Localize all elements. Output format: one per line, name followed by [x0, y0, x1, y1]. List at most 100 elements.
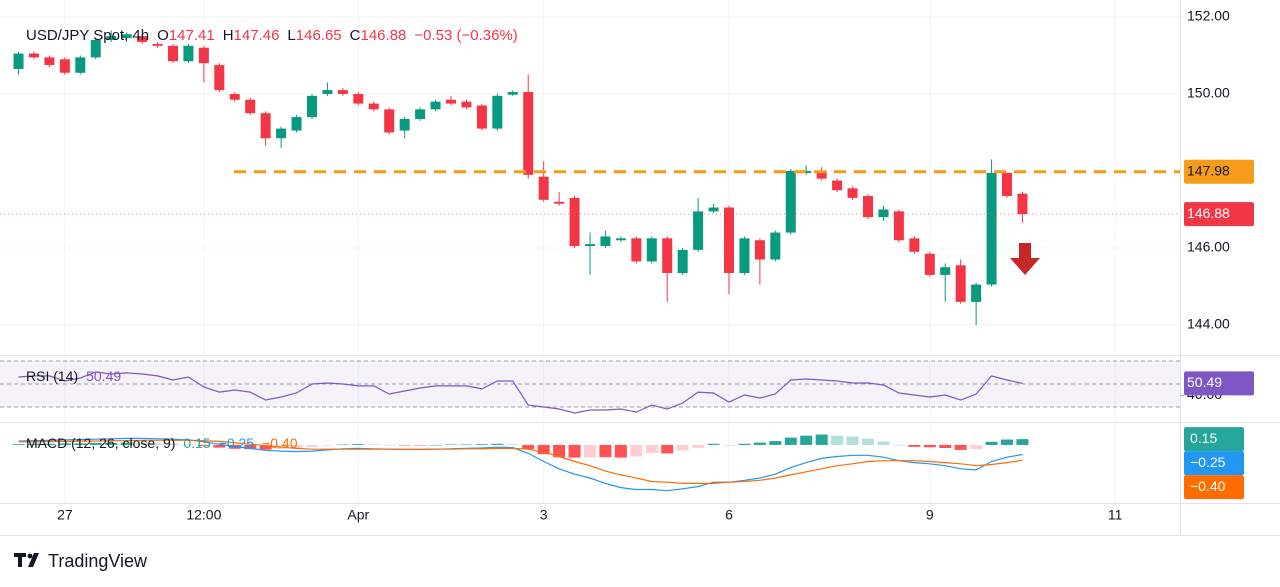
resistance-label-bg [1184, 159, 1254, 184]
macd-histogram-bar [506, 444, 519, 445]
candle-body [44, 57, 55, 66]
y-tick-label: 150.00 [1187, 85, 1230, 101]
macd-histogram-bar [707, 443, 720, 445]
macd-label: 0.15 [1190, 430, 1217, 446]
macd-histogram-bar [645, 444, 658, 453]
macd-histogram-bar [676, 444, 689, 451]
macd-histogram-bar [738, 443, 751, 445]
y-tick-label: 146.00 [1187, 239, 1230, 255]
candle-body [399, 118, 410, 131]
macd-label-bg [1184, 427, 1244, 452]
candle-body [1002, 172, 1013, 196]
candle-body [662, 238, 673, 273]
candle-body [832, 180, 843, 191]
macd-histogram-bar [244, 444, 257, 450]
candle-body [229, 93, 240, 100]
macd-histogram-bar [614, 444, 627, 458]
ohlc-value: 146.65 [296, 27, 342, 44]
candle-body [415, 109, 426, 119]
candle-body [770, 232, 781, 260]
macd-histogram-bar [305, 444, 318, 447]
candle-body [631, 238, 642, 262]
macd-hist-value: 0.15 [183, 435, 210, 451]
candle-body [306, 95, 317, 118]
brand-name: TradingView [48, 551, 148, 571]
ohlc-letter: H [223, 27, 234, 44]
rsi-value: 50.49 [86, 368, 121, 384]
ohlc-letter: L [287, 27, 295, 44]
rsi-line [18, 371, 1023, 414]
macd-histogram-bar [923, 444, 936, 448]
macd-histogram-bar [862, 438, 875, 445]
macd-histogram-bar [414, 444, 427, 446]
ohlc-value: 147.46 [234, 27, 280, 44]
candle-body [724, 207, 735, 273]
macd-histogram-bar [537, 444, 550, 455]
macd-histogram-bar [475, 444, 488, 445]
macd-histogram-bar [120, 442, 133, 445]
macd-histogram-bar [74, 443, 87, 445]
x-tick-label: 9 [926, 507, 934, 523]
ohlc-value: 147.41 [169, 27, 215, 44]
macd-histogram-bar [815, 434, 828, 445]
macd-histogram-bar [1016, 439, 1029, 445]
chart-title: USD/JPY Spot, 4h [26, 27, 149, 44]
candle-body [538, 176, 549, 200]
ohlc-letter: O [157, 27, 169, 44]
macd-histogram-bar [800, 435, 813, 445]
candle-body [909, 238, 920, 252]
macd-histogram-bar [692, 444, 705, 448]
x-tick-label: 12:00 [186, 507, 221, 523]
candle-body [554, 201, 565, 204]
candle-body [353, 93, 364, 104]
ohlc-value: 146.88 [361, 27, 407, 44]
candle-body [940, 267, 951, 275]
candle-body [986, 172, 997, 285]
macd-histogram-bar [753, 442, 766, 445]
signal-line-value: −0.40 [262, 435, 298, 451]
candle-body [507, 92, 518, 95]
rsi-name: RSI (14) [26, 368, 78, 384]
candle-body [863, 195, 874, 218]
macd-histogram-bar [522, 444, 535, 450]
y-tick-label: 152.00 [1187, 8, 1230, 24]
x-tick-label: 3 [540, 507, 548, 523]
macd-histogram-bar [136, 443, 149, 445]
candle-body [214, 65, 225, 91]
macd-histogram-bar [27, 443, 40, 445]
macd-histogram-bar [43, 443, 56, 445]
candle-body [445, 99, 456, 104]
candle-body [615, 238, 626, 241]
candle-body [971, 284, 982, 302]
macd-histogram-bar [444, 444, 457, 446]
x-tick-label: 27 [57, 507, 73, 523]
y-tick-label: 144.00 [1187, 316, 1230, 332]
candle-body [260, 113, 271, 139]
candle-body [585, 244, 595, 247]
macd-histogram-bar [321, 444, 334, 446]
x-tick-label: 11 [1108, 507, 1123, 523]
candle-body [492, 95, 503, 129]
candle-body [276, 128, 287, 139]
macd-histogram-bar [460, 444, 473, 446]
candle-body [1017, 193, 1028, 215]
last-price-label: 146.88 [1187, 205, 1230, 221]
x-tick-label: 6 [725, 507, 733, 523]
candle-body [198, 47, 209, 64]
candle-body [476, 105, 487, 129]
candle-body [106, 36, 117, 41]
candle-body [461, 101, 472, 108]
candle-body [693, 211, 704, 250]
macd-histogram-bar [89, 443, 102, 445]
macd-histogram-bar [877, 441, 890, 445]
macd-label-bg [1184, 475, 1244, 500]
candle-body [523, 92, 534, 175]
candle-body [847, 188, 858, 198]
x-tick-label: Apr [347, 507, 369, 523]
candle-body [569, 197, 580, 247]
macd-histogram-bar [213, 444, 226, 448]
candle-body [924, 253, 935, 275]
candle-body [13, 53, 24, 69]
resistance-label: 147.98 [1187, 162, 1230, 178]
